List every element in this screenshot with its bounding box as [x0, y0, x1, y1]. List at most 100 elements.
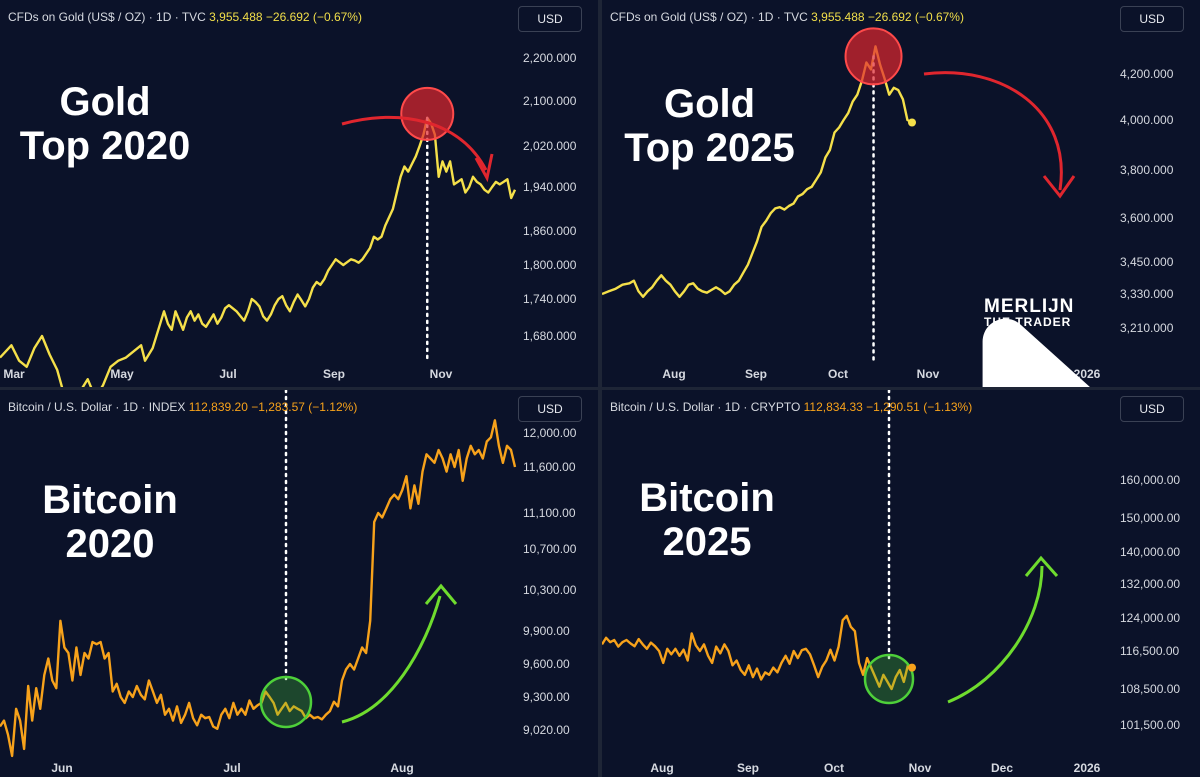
x-tick-label: 2026 [1074, 367, 1101, 381]
top-marker-circle [400, 86, 455, 141]
bitcoin-2020-symbol-header: Bitcoin / U.S. Dollar · 1D · INDEX 112,8… [8, 400, 357, 414]
y-tick-label: 2,200.000 [523, 51, 577, 65]
logo-line1: MERLIJN [984, 296, 1075, 317]
gold-2020-annotation: Gold Top 2020 [15, 80, 195, 168]
x-tick-label: Nov [909, 761, 932, 775]
y-tick-label: 4,000.000 [1120, 113, 1174, 127]
y-tick-label: 2,020.000 [523, 139, 577, 153]
bitcoin-2025-chart: 160,000.00 150,000.00 140,000.00 132,000.00… [602, 390, 1180, 775]
change-label: −1,283.57 (−1.12%) [251, 400, 358, 414]
bitcoin-2020-chart: 12,000.00 11,600.00 11,100.00 10,700.00 10,3… [0, 390, 577, 775]
y-tick-label: 1,680.000 [523, 329, 577, 343]
down-arrow-curve [341, 115, 488, 171]
symbol-label: CFDs on Gold (US$ / OZ) · 1D · TVC [610, 10, 808, 24]
down-arrow-head [1042, 175, 1076, 199]
price-series-line [0, 419, 517, 758]
y-tick-label: 3,600.000 [1120, 211, 1174, 225]
bottom-marker-circle [259, 675, 313, 729]
gold-2020-chart-panel: 2,200.000 2,100.000 2,020.000 1,940.000 1,86… [0, 0, 598, 387]
annotation-line1: Bitcoin [639, 476, 775, 520]
price-series-line [0, 116, 517, 387]
y-tick-label: 124,000.00 [1120, 611, 1180, 625]
y-tick-label: 9,900.00 [523, 624, 570, 638]
x-tick-label: Sep [737, 761, 759, 775]
change-label: −26.692 (−0.67%) [867, 10, 964, 24]
y-tick-label: 9,600.00 [523, 657, 570, 671]
currency-button[interactable]: USD [1120, 396, 1184, 422]
y-tick-label: 3,210.000 [1120, 321, 1174, 335]
y-tick-label: 2,100.000 [523, 94, 577, 108]
y-tick-label: 4,200.000 [1120, 67, 1174, 81]
price-label: 112,834.33 [803, 400, 863, 414]
gold-2025-symbol-header: CFDs on Gold (US$ / OZ) · 1D · TVC 3,955… [610, 10, 964, 24]
currency-button[interactable]: USD [1120, 6, 1184, 32]
price-label: 3,955.488 [209, 10, 263, 24]
bitcoin-2020-chart-panel: 12,000.00 11,600.00 11,100.00 10,700.00 10,3… [0, 390, 598, 777]
up-arrow-head [424, 583, 458, 605]
y-tick-label: 1,860.000 [523, 224, 577, 238]
down-arrow-curve [923, 71, 1063, 191]
gold-2020-symbol-header: CFDs on Gold (US$ / OZ) · 1D · TVC 3,955… [8, 10, 362, 24]
y-tick-label: 108,500.00 [1120, 682, 1180, 696]
last-price-dot [908, 118, 916, 127]
annotation-line1: Bitcoin [42, 478, 178, 522]
last-price-dot [908, 663, 916, 672]
y-tick-label: 3,330.000 [1120, 287, 1174, 301]
x-tick-label: Aug [662, 367, 685, 381]
symbol-label: Bitcoin / U.S. Dollar · 1D · CRYPTO [610, 400, 801, 414]
y-tick-label: 132,000.00 [1120, 577, 1180, 591]
merlijn-logo: MERLIJN THE TRADER [934, 296, 1094, 387]
annotation-line1: Gold [663, 82, 756, 126]
y-tick-label: 3,450.000 [1120, 255, 1174, 269]
x-tick-label: Jun [51, 761, 72, 775]
symbol-label: Bitcoin / U.S. Dollar · 1D · INDEX [8, 400, 186, 414]
panel-divider-horizontal [0, 387, 1200, 390]
y-tick-label: 101,500.00 [1120, 718, 1180, 732]
annotation-line2: Top 2025 [624, 126, 795, 170]
x-tick-label: Oct [828, 367, 848, 381]
x-tick-label: Aug [390, 761, 413, 775]
currency-button[interactable]: USD [518, 6, 582, 32]
up-arrow-curve [947, 565, 1044, 704]
bottom-marker-circle [863, 653, 915, 705]
x-tick-label: 2026 [1074, 761, 1101, 775]
y-tick-label: 1,740.000 [523, 292, 577, 306]
y-tick-label: 3,800.000 [1120, 163, 1174, 177]
gold-2025-chart-panel: 4,200.000 4,000.000 3,800.000 3,600.000 3,45… [602, 0, 1200, 387]
y-tick-label: 140,000.00 [1120, 545, 1180, 559]
y-tick-label: 1,940.000 [523, 180, 577, 194]
x-tick-label: May [110, 367, 134, 381]
x-tick-label: Oct [824, 761, 844, 775]
x-tick-label: Aug [650, 761, 673, 775]
change-label: −26.692 (−0.67%) [265, 10, 362, 24]
price-series-line [602, 614, 913, 691]
gold-2025-annotation: Gold Top 2025 [612, 82, 807, 170]
up-arrow-curve [341, 595, 442, 724]
x-tick-label: Nov [430, 367, 453, 381]
change-label: −1,290.51 (−1.13%) [866, 400, 973, 414]
y-tick-label: 1,800.000 [523, 258, 577, 272]
down-arrow-head [474, 153, 494, 183]
x-tick-label: Jul [223, 761, 240, 775]
y-tick-label: 150,000.00 [1120, 511, 1180, 525]
y-tick-label: 9,300.00 [523, 690, 570, 704]
y-tick-label: 10,700.00 [523, 542, 577, 556]
bitcoin-2020-annotation: Bitcoin 2020 [20, 478, 200, 566]
annotation-line2: 2025 [662, 520, 752, 564]
x-tick-label: Jul [219, 367, 236, 381]
x-tick-label: Nov [917, 367, 940, 381]
bitcoin-2025-symbol-header: Bitcoin / U.S. Dollar · 1D · CRYPTO 112,… [610, 400, 972, 414]
x-tick-label: Sep [323, 367, 345, 381]
bitcoin-2025-chart-panel: 160,000.00 150,000.00 140,000.00 132,000.00… [602, 390, 1200, 777]
x-tick-label: Dec [991, 761, 1013, 775]
currency-button[interactable]: USD [518, 396, 582, 422]
symbol-label: CFDs on Gold (US$ / OZ) · 1D · TVC [8, 10, 206, 24]
price-label: 3,955.488 [811, 10, 865, 24]
y-tick-label: 116,500.00 [1120, 644, 1179, 658]
y-tick-label: 9,020.00 [523, 723, 570, 737]
annotation-line2: 2020 [65, 522, 155, 566]
top-marker-circle [844, 27, 903, 86]
logo-line2: THE TRADER [984, 315, 1072, 329]
bitcoin-2025-annotation: Bitcoin 2025 [627, 476, 787, 564]
y-tick-label: 12,000.00 [523, 426, 577, 440]
